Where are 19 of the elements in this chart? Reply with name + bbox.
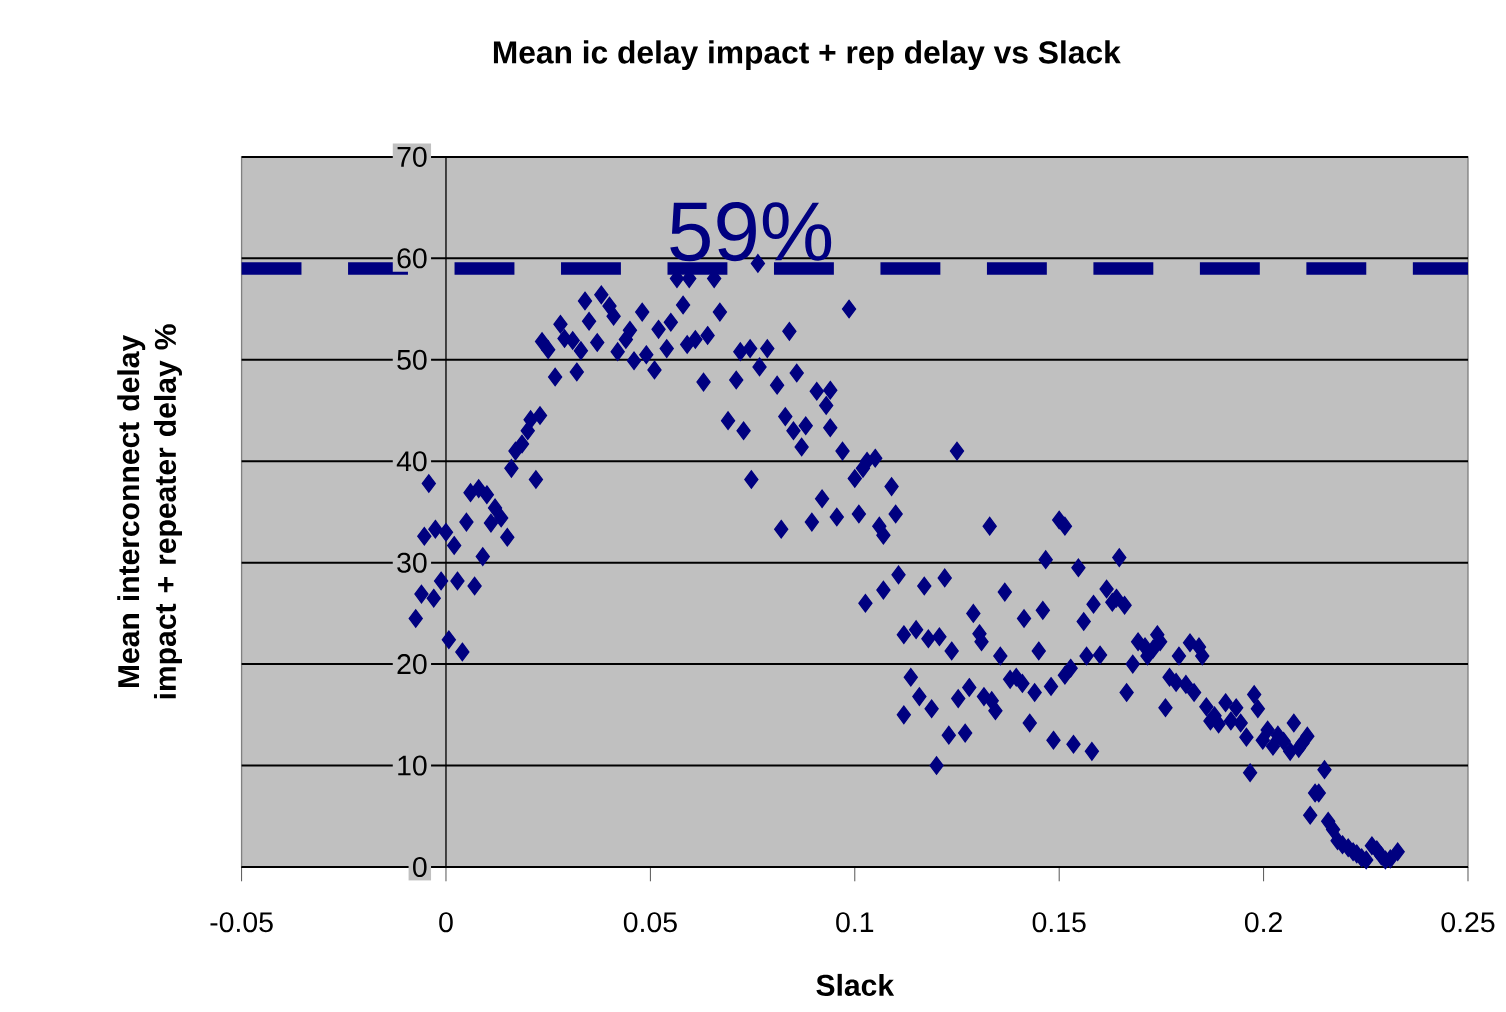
y-tick-label: 20	[397, 653, 427, 674]
y-tick-label: 40	[396, 450, 427, 472]
y-axis-title: Mean interconnect delay impact + repeater delay %	[117, 324, 182, 699]
x-tick-label: -0.05	[210, 911, 273, 932]
x-tick-label: 0.05	[623, 911, 677, 932]
y-tick-label: 10	[398, 755, 427, 776]
x-tick-label: 0.15	[1032, 911, 1086, 932]
y-tick-label: 70	[397, 146, 427, 167]
y-tick-label: 60	[397, 248, 427, 269]
y-tick-label: 30	[397, 552, 427, 573]
y-tick-label: 50	[397, 349, 427, 370]
x-tick-label: 0.1	[836, 911, 874, 932]
ref-line-label: 59%	[670, 201, 832, 261]
x-tick-label: 0.2	[1244, 911, 1282, 932]
x-axis-title: Slack	[816, 973, 895, 996]
x-tick-label: 0	[439, 911, 453, 932]
y-tick-label: 0	[413, 856, 427, 877]
x-tick-label: 0.25	[1441, 911, 1495, 932]
chart-title: Mean ic delay impact + rep delay vs Slack	[493, 40, 1121, 70]
